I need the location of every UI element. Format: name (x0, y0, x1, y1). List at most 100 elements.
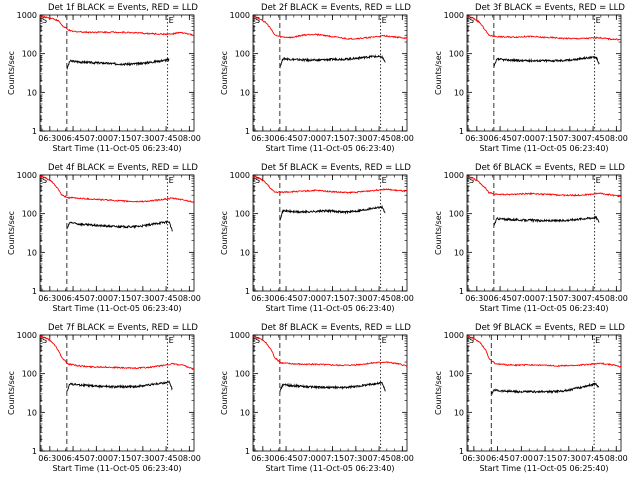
x-tick-label: 07:30 (558, 134, 581, 143)
y-axis-label: Counts/sec (7, 51, 16, 95)
x-tick-label: 06:30 (38, 454, 61, 463)
chart-svg: Det 5f BLACK = Events, RED = LLD 1 10 100 10… (220, 163, 414, 313)
end-marker-label: E (596, 176, 601, 185)
x-tick-label: 07:15 (535, 134, 558, 143)
events-series-line (66, 380, 173, 392)
chart-title: Det 4f BLACK = Events, RED = LLD (48, 163, 198, 173)
plot-frame (39, 14, 195, 132)
plot-frame (466, 14, 622, 132)
detector-panel-2: Det 2f BLACK = Events, RED = LLD 1 10 100 10… (213, 0, 423, 158)
x-tick-label: 08:00 (178, 294, 201, 303)
events-series-line (66, 220, 173, 232)
y-tick-label: 10 (454, 248, 464, 257)
x-tick-label: 06:30 (251, 294, 274, 303)
y-tick-label: 1 (245, 287, 250, 296)
start-marker-label: S (42, 176, 47, 185)
start-marker-label: S (42, 336, 47, 345)
start-marker-label: S (469, 176, 474, 185)
x-tick-label: 06:30 (251, 454, 274, 463)
x-tick-label: 06:30 (251, 134, 274, 143)
x-tick-label: 07:15 (321, 454, 344, 463)
plot-frame (39, 334, 195, 452)
detector-panel-8: Det 8f BLACK = Events, RED = LLD 1 10 100 10… (213, 320, 423, 478)
plot-frame (39, 174, 195, 292)
detector-panel-7: Det 7f BLACK = Events, RED = LLD 1 10 100 10… (0, 320, 210, 478)
y-tick-label: 100 (449, 210, 464, 219)
chart-svg: Det 8f BLACK = Events, RED = LLD 1 10 100 10… (220, 323, 414, 473)
x-tick-label: 06:45 (275, 454, 298, 463)
plot-frame (252, 14, 408, 132)
chart-title: Det 7f BLACK = Events, RED = LLD (48, 323, 198, 333)
y-tick-label: 1 (32, 127, 37, 136)
chart-title: Det 3f BLACK = Events, RED = LLD (475, 3, 625, 13)
x-tick-label: 08:00 (391, 294, 414, 303)
y-tick-label: 10 (27, 248, 37, 257)
chart-svg: Det 9f BLACK = Events, RED = LLD 1 10 100 10… (434, 323, 628, 473)
x-tick-label: 07:45 (368, 134, 391, 143)
lld-series-line (252, 16, 408, 41)
x-tick-label: 07:00 (512, 134, 535, 143)
y-axis-label: Counts/sec (434, 211, 443, 255)
chart-svg: Det 4f BLACK = Events, RED = LLD 1 10 100 10… (7, 163, 201, 313)
end-marker-label: E (382, 16, 387, 25)
x-tick-label: 07:00 (298, 294, 321, 303)
lld-series-line (466, 15, 622, 41)
plot-frame (252, 334, 408, 452)
y-tick-label: 1000 (230, 331, 250, 340)
y-tick-label: 1000 (17, 331, 37, 340)
x-tick-label: 06:45 (275, 294, 298, 303)
events-series-line (493, 215, 600, 226)
start-marker-label: S (42, 16, 47, 25)
x-tick-label: 07:15 (108, 294, 131, 303)
x-tick-label: 08:00 (391, 454, 414, 463)
start-marker-label: S (255, 176, 260, 185)
detector-panel-1: Det 1f BLACK = Events, RED = LLD 1 10 100 10… (0, 0, 210, 158)
x-tick-label: 06:30 (465, 134, 488, 143)
lld-series-line (39, 15, 195, 37)
x-tick-label: 07:45 (155, 134, 178, 143)
detector-panel-5: Det 5f BLACK = Events, RED = LLD 1 10 100 10… (213, 160, 423, 318)
start-marker-label: S (255, 16, 260, 25)
x-tick-label: 06:45 (62, 134, 85, 143)
y-tick-label: 1000 (230, 171, 250, 180)
end-marker-label: E (382, 176, 387, 185)
lld-series-line (39, 335, 195, 371)
lld-series-line (252, 175, 408, 195)
end-marker-label: E (382, 336, 387, 345)
y-tick-label: 10 (240, 248, 250, 257)
y-tick-label: 10 (454, 88, 464, 97)
x-tick-label: 06:30 (38, 134, 61, 143)
x-tick-label: 07:00 (510, 454, 533, 463)
x-axis-label: Start Time (11-Oct-05 06:23:40) (479, 144, 608, 153)
x-tick-label: 06:45 (62, 294, 85, 303)
y-tick-label: 1 (32, 287, 37, 296)
x-tick-label: 07:30 (557, 454, 580, 463)
end-marker-label: E (595, 336, 600, 345)
x-tick-label: 08:00 (605, 294, 628, 303)
y-tick-label: 10 (454, 408, 464, 417)
x-axis-label: Start Time (11-Oct-05 06:23:40) (265, 304, 394, 313)
x-tick-label: 07:00 (85, 454, 108, 463)
end-marker-label: E (596, 16, 601, 25)
chart-svg: Det 7f BLACK = Events, RED = LLD 1 10 100 10… (7, 323, 201, 473)
events-series-line (66, 58, 170, 70)
y-tick-label: 100 (22, 370, 37, 379)
events-series-line (493, 55, 600, 67)
start-marker-label: S (469, 16, 474, 25)
x-tick-label: 07:30 (344, 454, 367, 463)
x-tick-label: 07:45 (581, 454, 604, 463)
y-tick-label: 100 (22, 50, 37, 59)
x-tick-label: 07:30 (131, 454, 154, 463)
events-series-line (279, 204, 386, 221)
y-tick-label: 1000 (444, 331, 464, 340)
y-tick-label: 1 (459, 127, 464, 136)
x-tick-label: 06:45 (62, 454, 85, 463)
x-tick-label: 08:00 (605, 454, 628, 463)
y-tick-label: 1000 (444, 11, 464, 20)
x-tick-label: 07:15 (108, 134, 131, 143)
y-tick-label: 1 (459, 287, 464, 296)
x-tick-label: 07:00 (298, 454, 321, 463)
x-axis-label: Start Time (11-Oct-05 06:23:40) (265, 464, 394, 473)
chart-svg: Det 2f BLACK = Events, RED = LLD 1 10 100 10… (220, 3, 414, 153)
y-tick-label: 1 (245, 127, 250, 136)
